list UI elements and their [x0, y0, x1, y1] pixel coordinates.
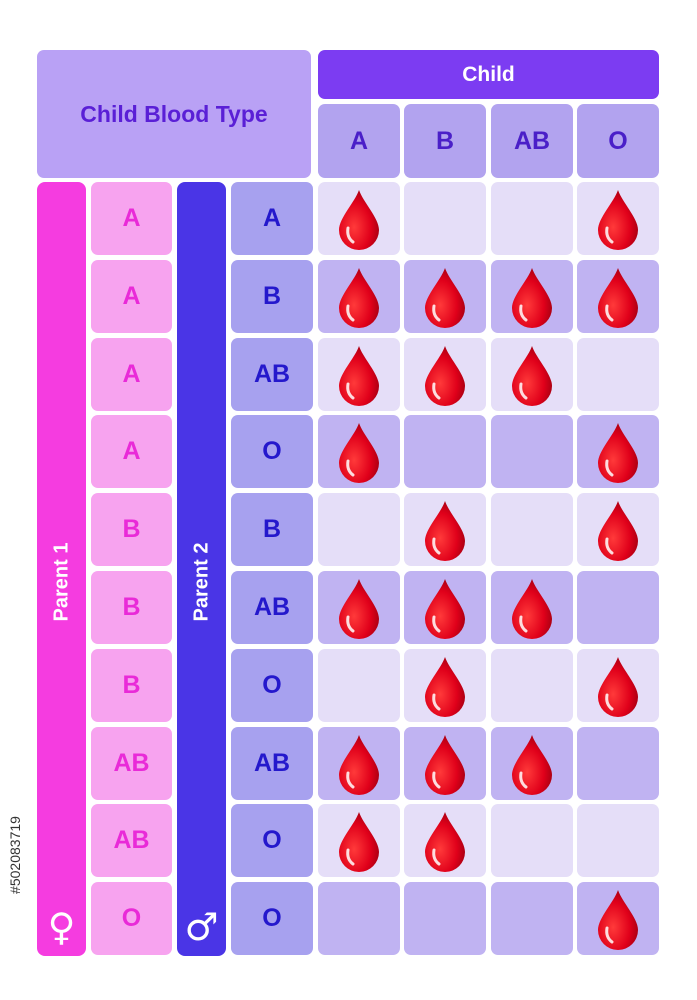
parent1-type-cell: O	[91, 882, 172, 955]
parent1-type-cell: AB	[91, 804, 172, 877]
result-cell	[318, 260, 400, 333]
child-col-a: A	[318, 104, 400, 178]
result-cell	[577, 493, 659, 566]
blood-drop-icon	[339, 811, 379, 872]
parent1-type-cell: A	[91, 182, 172, 255]
result-cell	[577, 182, 659, 255]
blood-drop-icon	[512, 734, 552, 795]
watermark-id-text: #502083719	[7, 816, 23, 894]
result-cell	[318, 182, 400, 255]
blood-drop-icon	[339, 422, 379, 483]
chart-title: Child Blood Type	[37, 50, 311, 178]
parent2-type-cell: A	[231, 182, 313, 255]
result-cell	[404, 649, 486, 722]
result-cell	[404, 338, 486, 411]
result-cell	[577, 804, 659, 877]
result-cell	[491, 804, 573, 877]
blood-drop-icon	[425, 500, 465, 561]
result-cell	[577, 260, 659, 333]
result-cell	[404, 260, 486, 333]
parent1-bar: Parent 1 ♀	[37, 182, 86, 956]
blood-drop-icon	[598, 656, 638, 717]
parent2-type-cell: O	[231, 415, 313, 488]
result-cell	[318, 493, 400, 566]
parent1-label: Parent 1	[50, 542, 72, 622]
result-cell	[404, 571, 486, 644]
blood-drop-icon	[425, 811, 465, 872]
result-cell	[577, 727, 659, 800]
result-cell	[404, 804, 486, 877]
child-header: Child	[318, 50, 659, 99]
parent1-type-cell: A	[91, 415, 172, 488]
result-cell	[318, 727, 400, 800]
blood-drop-icon	[512, 578, 552, 639]
result-cell	[318, 882, 400, 955]
result-cell	[491, 649, 573, 722]
parent2-type-cell: B	[231, 493, 313, 566]
male-symbol-icon: ♂	[184, 905, 219, 949]
parent1-type-cell: A	[91, 260, 172, 333]
parent2-type-cell: O	[231, 649, 313, 722]
blood-drop-icon	[339, 578, 379, 639]
blood-drop-icon	[512, 345, 552, 406]
result-cell	[577, 571, 659, 644]
result-cell	[491, 182, 573, 255]
result-cell	[577, 882, 659, 955]
parent1-type-cell: A	[91, 338, 172, 411]
result-cell	[404, 727, 486, 800]
female-symbol-icon: ♀	[47, 905, 76, 949]
parent1-type-cell: B	[91, 649, 172, 722]
result-cell	[491, 415, 573, 488]
result-cell	[318, 415, 400, 488]
result-cell	[404, 182, 486, 255]
result-cell	[577, 649, 659, 722]
child-col-b: B	[404, 104, 486, 178]
result-cell	[491, 882, 573, 955]
result-cell	[318, 571, 400, 644]
blood-drop-icon	[339, 267, 379, 328]
blood-drop-icon	[339, 734, 379, 795]
result-cell	[491, 571, 573, 644]
result-cell	[577, 338, 659, 411]
blood-drop-icon	[598, 267, 638, 328]
blood-drop-icon	[425, 345, 465, 406]
blood-drop-icon	[598, 889, 638, 950]
blood-drop-icon	[425, 267, 465, 328]
result-cell	[577, 415, 659, 488]
blood-drop-icon	[425, 656, 465, 717]
blood-drop-icon	[598, 189, 638, 250]
result-cell	[404, 415, 486, 488]
parent2-type-cell: O	[231, 882, 313, 955]
result-cell	[491, 338, 573, 411]
parent2-type-cell: AB	[231, 338, 313, 411]
result-cell	[318, 649, 400, 722]
parent2-label: Parent 2	[190, 542, 212, 622]
parent2-type-cell: AB	[231, 727, 313, 800]
result-cell	[404, 493, 486, 566]
parent1-type-cell: B	[91, 571, 172, 644]
result-cell	[404, 882, 486, 955]
blood-drop-icon	[598, 500, 638, 561]
parent2-type-cell: O	[231, 804, 313, 877]
blood-drop-icon	[339, 345, 379, 406]
blood-drop-icon	[425, 578, 465, 639]
watermark-id: #502083719	[4, 765, 26, 945]
child-col-o: O	[577, 104, 659, 178]
blood-drop-icon	[425, 734, 465, 795]
blood-drop-icon	[339, 189, 379, 250]
blood-drop-icon	[512, 267, 552, 328]
result-cell	[318, 338, 400, 411]
blood-drop-icon	[598, 422, 638, 483]
parent2-type-cell: AB	[231, 571, 313, 644]
parent1-type-cell: B	[91, 493, 172, 566]
result-cell	[491, 260, 573, 333]
result-cell	[491, 493, 573, 566]
child-col-ab: AB	[491, 104, 573, 178]
result-cell	[318, 804, 400, 877]
parent2-type-cell: B	[231, 260, 313, 333]
parent1-type-cell: AB	[91, 727, 172, 800]
result-cell	[491, 727, 573, 800]
parent2-bar: Parent 2 ♂	[177, 182, 226, 956]
